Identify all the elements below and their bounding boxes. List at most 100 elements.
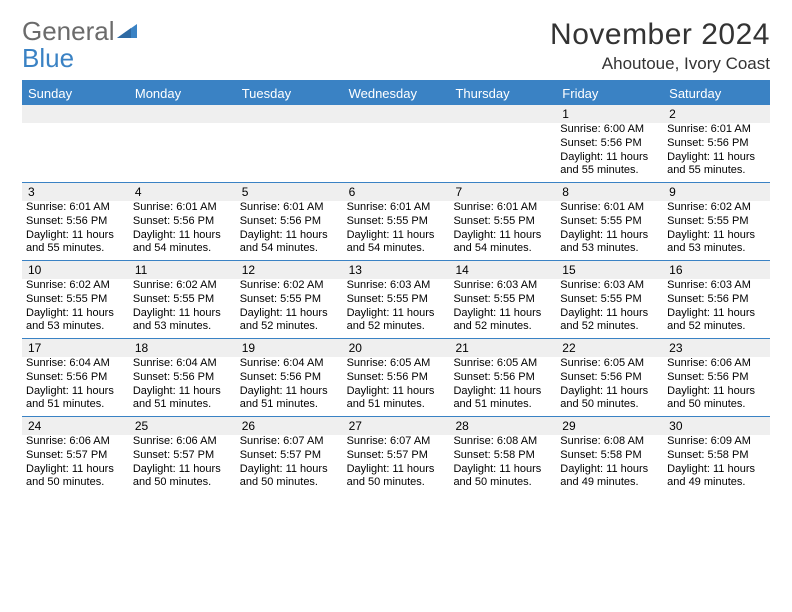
- daylight2-text: and 50 minutes.: [26, 476, 125, 490]
- daylight2-text: and 52 minutes.: [240, 320, 339, 334]
- daylight1-text: Daylight: 11 hours: [26, 229, 125, 243]
- day-number: [236, 105, 343, 123]
- calendar-cell: Sunrise: 6:03 AMSunset: 5:55 PMDaylight:…: [449, 279, 556, 338]
- day-number: 19: [236, 339, 343, 357]
- sunrise-text: Sunrise: 6:02 AM: [667, 201, 766, 215]
- sunrise-text: Sunrise: 6:08 AM: [453, 435, 552, 449]
- sunset-text: Sunset: 5:55 PM: [453, 215, 552, 229]
- daylight1-text: Daylight: 11 hours: [667, 151, 766, 165]
- sunrise-text: Sunrise: 6:04 AM: [240, 357, 339, 371]
- sunrise-text: Sunrise: 6:01 AM: [560, 201, 659, 215]
- sunset-text: Sunset: 5:55 PM: [560, 293, 659, 307]
- week-row: Sunrise: 6:01 AMSunset: 5:56 PMDaylight:…: [22, 201, 770, 260]
- logo-text: General Blue: [22, 18, 139, 73]
- sunset-text: Sunset: 5:57 PM: [26, 449, 125, 463]
- day-number: 20: [343, 339, 450, 357]
- sunset-text: Sunset: 5:56 PM: [347, 371, 446, 385]
- sunset-text: Sunset: 5:56 PM: [453, 371, 552, 385]
- daylight2-text: and 54 minutes.: [240, 242, 339, 256]
- calendar-cell: Sunrise: 6:08 AMSunset: 5:58 PMDaylight:…: [556, 435, 663, 494]
- sunset-text: Sunset: 5:57 PM: [240, 449, 339, 463]
- weeks-container: 12Sunrise: 6:00 AMSunset: 5:56 PMDayligh…: [22, 105, 770, 494]
- calendar-cell: Sunrise: 6:03 AMSunset: 5:55 PMDaylight:…: [343, 279, 450, 338]
- calendar-cell: Sunrise: 6:03 AMSunset: 5:55 PMDaylight:…: [556, 279, 663, 338]
- calendar-cell: Sunrise: 6:04 AMSunset: 5:56 PMDaylight:…: [22, 357, 129, 416]
- calendar-cell: Sunrise: 6:04 AMSunset: 5:56 PMDaylight:…: [129, 357, 236, 416]
- logo-sail-icon: [117, 22, 139, 40]
- sunset-text: Sunset: 5:56 PM: [133, 371, 232, 385]
- sunrise-text: Sunrise: 6:01 AM: [347, 201, 446, 215]
- daylight2-text: and 52 minutes.: [347, 320, 446, 334]
- daylight1-text: Daylight: 11 hours: [560, 463, 659, 477]
- sunset-text: Sunset: 5:56 PM: [133, 215, 232, 229]
- daynum-row: 3456789: [22, 182, 770, 201]
- calendar-cell: Sunrise: 6:08 AMSunset: 5:58 PMDaylight:…: [449, 435, 556, 494]
- day-number: 29: [556, 417, 663, 435]
- day-number: 13: [343, 261, 450, 279]
- calendar-cell: Sunrise: 6:01 AMSunset: 5:55 PMDaylight:…: [449, 201, 556, 260]
- sunrise-text: Sunrise: 6:05 AM: [560, 357, 659, 371]
- calendar-cell: Sunrise: 6:01 AMSunset: 5:55 PMDaylight:…: [556, 201, 663, 260]
- weekday-friday: Friday: [556, 82, 663, 105]
- sunrise-text: Sunrise: 6:05 AM: [347, 357, 446, 371]
- daylight1-text: Daylight: 11 hours: [560, 151, 659, 165]
- calendar-cell: Sunrise: 6:04 AMSunset: 5:56 PMDaylight:…: [236, 357, 343, 416]
- sunrise-text: Sunrise: 6:08 AM: [560, 435, 659, 449]
- calendar-cell: Sunrise: 6:01 AMSunset: 5:56 PMDaylight:…: [129, 201, 236, 260]
- day-number: 30: [663, 417, 770, 435]
- sunrise-text: Sunrise: 6:01 AM: [453, 201, 552, 215]
- daylight2-text: and 51 minutes.: [240, 398, 339, 412]
- daylight2-text: and 50 minutes.: [560, 398, 659, 412]
- sunrise-text: Sunrise: 6:01 AM: [26, 201, 125, 215]
- day-number: [343, 105, 450, 123]
- daylight1-text: Daylight: 11 hours: [133, 307, 232, 321]
- calendar-cell: Sunrise: 6:00 AMSunset: 5:56 PMDaylight:…: [556, 123, 663, 182]
- daylight2-text: and 55 minutes.: [667, 164, 766, 178]
- header: General Blue November 2024 Ahoutoue, Ivo…: [22, 18, 770, 74]
- calendar-cell: Sunrise: 6:05 AMSunset: 5:56 PMDaylight:…: [343, 357, 450, 416]
- day-number: 1: [556, 105, 663, 123]
- daylight2-text: and 55 minutes.: [560, 164, 659, 178]
- daylight1-text: Daylight: 11 hours: [240, 229, 339, 243]
- calendar-cell: Sunrise: 6:05 AMSunset: 5:56 PMDaylight:…: [449, 357, 556, 416]
- daylight2-text: and 54 minutes.: [133, 242, 232, 256]
- daylight1-text: Daylight: 11 hours: [560, 385, 659, 399]
- daynum-row: 10111213141516: [22, 260, 770, 279]
- weekday-wednesday: Wednesday: [343, 82, 450, 105]
- sunrise-text: Sunrise: 6:01 AM: [133, 201, 232, 215]
- day-number: 8: [556, 183, 663, 201]
- day-number: 27: [343, 417, 450, 435]
- day-number: 10: [22, 261, 129, 279]
- daylight2-text: and 52 minutes.: [667, 320, 766, 334]
- sunset-text: Sunset: 5:55 PM: [240, 293, 339, 307]
- day-number: 16: [663, 261, 770, 279]
- calendar-cell: Sunrise: 6:03 AMSunset: 5:56 PMDaylight:…: [663, 279, 770, 338]
- sunrise-text: Sunrise: 6:06 AM: [26, 435, 125, 449]
- daylight2-text: and 50 minutes.: [240, 476, 339, 490]
- sunset-text: Sunset: 5:56 PM: [240, 371, 339, 385]
- daylight2-text: and 49 minutes.: [560, 476, 659, 490]
- title-block: November 2024 Ahoutoue, Ivory Coast: [550, 18, 770, 74]
- daylight2-text: and 50 minutes.: [133, 476, 232, 490]
- month-title: November 2024: [550, 18, 770, 52]
- daylight2-text: and 51 minutes.: [133, 398, 232, 412]
- day-number: 4: [129, 183, 236, 201]
- sunset-text: Sunset: 5:55 PM: [667, 215, 766, 229]
- calendar-cell: Sunrise: 6:01 AMSunset: 5:55 PMDaylight:…: [343, 201, 450, 260]
- calendar-cell: Sunrise: 6:07 AMSunset: 5:57 PMDaylight:…: [343, 435, 450, 494]
- calendar-cell: Sunrise: 6:06 AMSunset: 5:57 PMDaylight:…: [22, 435, 129, 494]
- daylight2-text: and 53 minutes.: [133, 320, 232, 334]
- sunset-text: Sunset: 5:58 PM: [560, 449, 659, 463]
- week-row: Sunrise: 6:06 AMSunset: 5:57 PMDaylight:…: [22, 435, 770, 494]
- daylight2-text: and 54 minutes.: [347, 242, 446, 256]
- sunrise-text: Sunrise: 6:01 AM: [240, 201, 339, 215]
- day-number: 3: [22, 183, 129, 201]
- calendar-cell: [236, 123, 343, 182]
- daylight1-text: Daylight: 11 hours: [240, 463, 339, 477]
- day-number: 18: [129, 339, 236, 357]
- sunrise-text: Sunrise: 6:02 AM: [133, 279, 232, 293]
- day-number: [129, 105, 236, 123]
- sunset-text: Sunset: 5:56 PM: [26, 215, 125, 229]
- daylight2-text: and 50 minutes.: [347, 476, 446, 490]
- daylight2-text: and 53 minutes.: [560, 242, 659, 256]
